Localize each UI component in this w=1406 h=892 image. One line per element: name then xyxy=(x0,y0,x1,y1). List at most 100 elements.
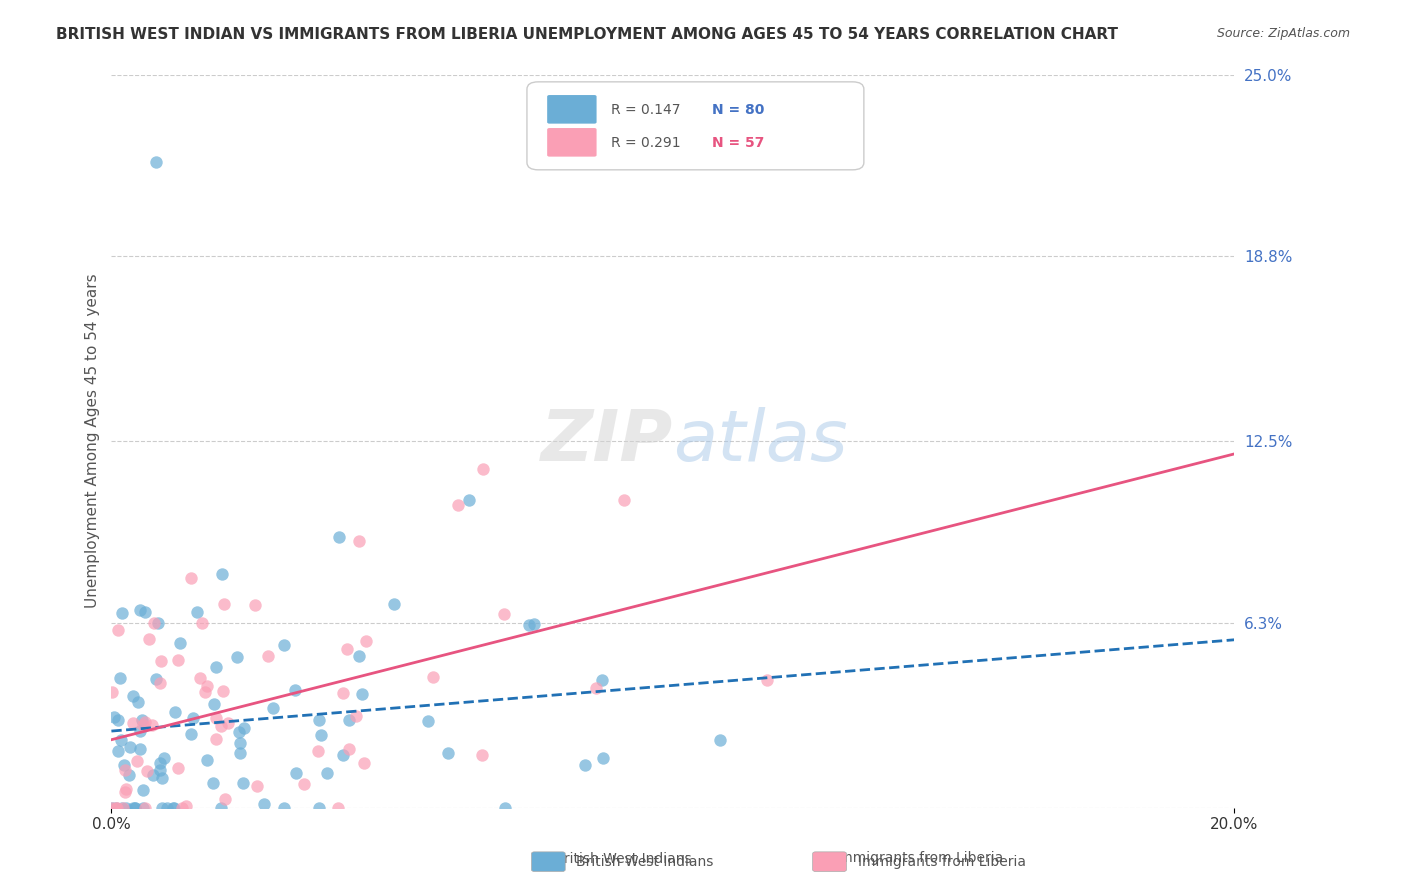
Point xyxy=(180,727,202,741)
Point xyxy=(105,800,128,814)
Point xyxy=(114,785,136,799)
Point xyxy=(273,800,295,814)
Point xyxy=(337,741,360,756)
Point xyxy=(149,675,172,690)
Point xyxy=(107,623,129,637)
Text: Immigrants from Liberia: Immigrants from Liberia xyxy=(858,855,1025,869)
Point xyxy=(336,641,359,656)
Point xyxy=(180,571,202,585)
Point xyxy=(131,800,153,814)
Point xyxy=(169,636,191,650)
Point xyxy=(471,461,494,475)
Point xyxy=(233,721,256,735)
Point xyxy=(205,660,228,674)
Point xyxy=(188,671,211,685)
Point xyxy=(284,683,307,698)
Point xyxy=(153,751,176,765)
Point xyxy=(181,711,204,725)
Point xyxy=(105,800,128,814)
Point xyxy=(257,649,280,664)
Point xyxy=(517,617,540,632)
Point xyxy=(143,615,166,630)
Point xyxy=(134,714,156,729)
Point xyxy=(332,748,354,763)
Point xyxy=(156,800,179,814)
Point xyxy=(229,736,252,750)
Point xyxy=(217,716,239,731)
Point xyxy=(347,649,370,664)
Point xyxy=(592,751,614,765)
Point xyxy=(285,766,308,780)
Point xyxy=(332,685,354,699)
Point xyxy=(111,800,134,814)
Point xyxy=(121,689,143,703)
Point xyxy=(118,739,141,754)
Point xyxy=(174,799,197,814)
Point xyxy=(131,713,153,727)
Point xyxy=(262,700,284,714)
Point xyxy=(591,673,613,687)
Point xyxy=(167,653,190,667)
Point xyxy=(121,800,143,814)
Point xyxy=(114,763,136,777)
Point xyxy=(328,530,350,544)
Point xyxy=(128,603,150,617)
Point xyxy=(337,714,360,728)
Point xyxy=(228,724,250,739)
Point xyxy=(204,711,226,725)
Text: ◻  Immigrants from Liberia: ◻ Immigrants from Liberia xyxy=(815,851,1004,865)
Point xyxy=(103,710,125,724)
Point xyxy=(205,731,228,746)
Point xyxy=(111,800,134,814)
Point xyxy=(131,782,153,797)
Text: BRITISH WEST INDIAN VS IMMIGRANTS FROM LIBERIA UNEMPLOYMENT AMONG AGES 45 TO 54 : BRITISH WEST INDIAN VS IMMIGRANTS FROM L… xyxy=(56,27,1118,42)
Point xyxy=(111,606,134,620)
FancyBboxPatch shape xyxy=(547,128,596,157)
Point xyxy=(195,753,218,767)
Point xyxy=(422,670,444,684)
Point xyxy=(128,742,150,756)
Point xyxy=(107,713,129,727)
Point xyxy=(353,756,375,770)
Point xyxy=(132,718,155,732)
Text: N = 80: N = 80 xyxy=(713,103,765,117)
Point xyxy=(307,744,329,758)
Point xyxy=(308,800,330,814)
Point xyxy=(141,718,163,732)
Point xyxy=(228,746,250,760)
Text: ◻  British West Indians: ◻ British West Indians xyxy=(534,851,692,865)
Point xyxy=(326,800,349,814)
Point xyxy=(204,697,226,711)
Point xyxy=(152,771,174,785)
Point xyxy=(108,671,131,685)
Point xyxy=(129,724,152,739)
Point xyxy=(167,761,190,775)
Point xyxy=(107,744,129,758)
Point xyxy=(292,777,315,791)
Point xyxy=(308,714,330,728)
Point xyxy=(209,800,232,814)
Point xyxy=(194,685,217,699)
Point xyxy=(170,800,193,814)
Point xyxy=(118,768,141,782)
Point xyxy=(416,714,439,728)
Point xyxy=(437,746,460,760)
Point xyxy=(232,775,254,789)
Point xyxy=(124,800,146,814)
Point xyxy=(134,605,156,619)
Point xyxy=(138,632,160,647)
Point xyxy=(211,567,233,582)
FancyBboxPatch shape xyxy=(527,82,863,169)
Point xyxy=(115,800,138,814)
Point xyxy=(523,616,546,631)
Point xyxy=(458,493,481,508)
Point xyxy=(243,598,266,612)
Text: Source: ZipAtlas.com: Source: ZipAtlas.com xyxy=(1216,27,1350,40)
Y-axis label: Unemployment Among Ages 45 to 54 years: Unemployment Among Ages 45 to 54 years xyxy=(86,274,100,608)
Point xyxy=(585,681,607,695)
Point xyxy=(135,764,157,779)
Point xyxy=(212,598,235,612)
Text: ZIP: ZIP xyxy=(541,407,673,475)
Point xyxy=(316,766,339,780)
Point xyxy=(191,615,214,630)
